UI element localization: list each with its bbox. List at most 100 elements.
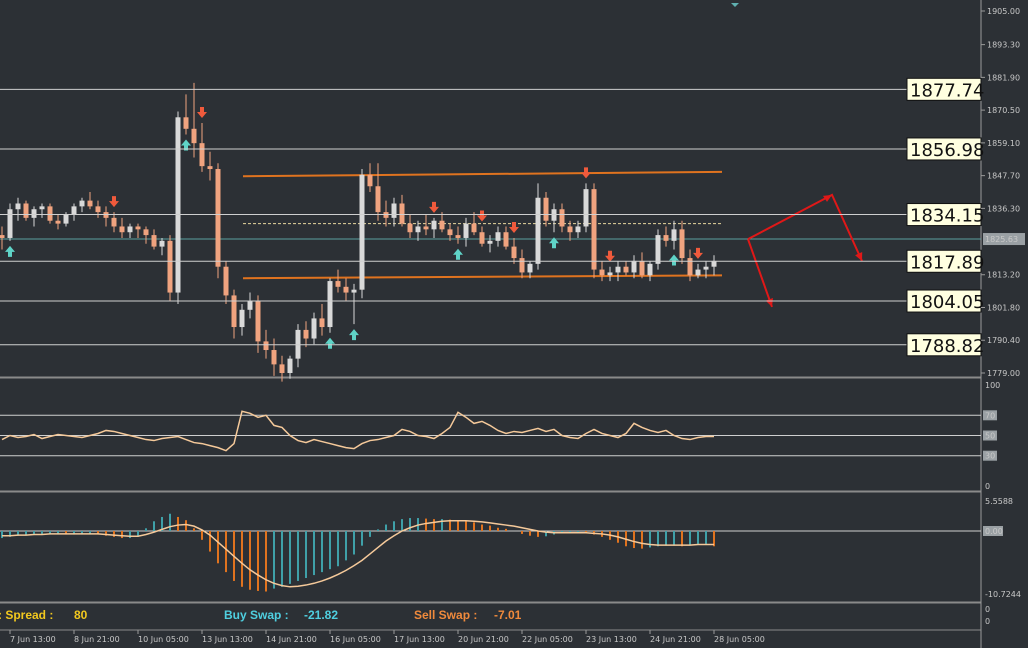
candle-body	[543, 197, 549, 221]
macd-zero-box	[983, 526, 1003, 536]
candle-body	[263, 341, 269, 351]
price-level-box	[906, 289, 982, 313]
price-level-label: 1788.82	[910, 336, 984, 357]
price-level-label: 1834.15	[910, 206, 984, 227]
candle-body	[39, 206, 45, 210]
price-level-box	[906, 77, 982, 101]
macd-signal-line	[2, 519, 714, 588]
rsi-tick-label: 100	[985, 381, 1000, 390]
candle-body	[599, 269, 605, 276]
candles-layer[interactable]	[0, 82, 717, 382]
candle-body	[247, 301, 253, 310]
candle-body	[655, 235, 661, 264]
candle-body	[583, 189, 589, 227]
candle-body	[31, 209, 37, 218]
sell-arrow-icon	[197, 107, 207, 119]
candle-body	[511, 246, 517, 259]
sell-swap-value: -7.01	[494, 608, 522, 622]
candle-body	[527, 263, 533, 273]
candle-body	[23, 203, 29, 218]
candle-body	[295, 329, 301, 359]
candle-body	[639, 260, 645, 276]
time-tick-label: 14 Jun 21:00	[266, 635, 317, 644]
projection-up-path	[747, 193, 863, 262]
candle-body	[63, 214, 69, 224]
time-tick-label: 22 Jun 05:00	[522, 635, 573, 644]
candle-body	[311, 318, 317, 339]
candle-body	[151, 235, 157, 247]
buy-arrow-icon	[5, 245, 15, 257]
rsi-tick-label: 30	[985, 452, 995, 461]
price-tick-label: 1881.90	[987, 73, 1020, 82]
candle-body	[367, 174, 373, 187]
candle-body	[663, 235, 669, 241]
price-levels-layer: 1877.74 1856.98 1834.15 1817.89 1804.05 1788.…	[0, 77, 984, 357]
time-tick-label: 28 Jun 05:00	[714, 635, 765, 644]
arrowhead-icon	[855, 251, 863, 261]
candle-body	[87, 200, 93, 207]
candle-body	[591, 189, 597, 270]
candle-body	[55, 220, 61, 224]
time-tick-label: 16 Jun 05:00	[330, 635, 381, 644]
price-tick-label: 1813.20	[987, 271, 1020, 280]
candle-body	[223, 266, 229, 296]
candle-body	[647, 263, 653, 276]
time-tick-label: 10 Jun 05:00	[138, 635, 189, 644]
arrowhead-icon	[823, 194, 832, 202]
candle-body	[127, 226, 133, 233]
price-tick-label: 1836.30	[987, 204, 1020, 213]
price-level-label: 1804.05	[910, 292, 984, 313]
candle-body	[255, 301, 261, 342]
spread-value: 80	[74, 608, 88, 622]
candle-body	[439, 220, 445, 230]
candle-body	[695, 269, 701, 276]
candle-body	[615, 266, 621, 273]
candle-body	[327, 281, 333, 328]
candle-body	[95, 206, 101, 213]
candle-body	[463, 223, 469, 238]
arrowhead-icon	[765, 297, 773, 307]
price-tick-label: 1905.00	[987, 7, 1020, 16]
buy-arrow-icon	[181, 139, 191, 151]
price-level-label: 1856.98	[910, 140, 984, 161]
rsi-tick-box	[983, 450, 997, 461]
buy-swap-value: -21.82	[304, 608, 338, 622]
price-tick-label: 1801.80	[987, 303, 1020, 312]
price-level-box	[906, 203, 982, 227]
candle-body	[135, 226, 141, 230]
candle-body	[671, 229, 677, 241]
candle-body	[519, 258, 525, 273]
candle-body	[303, 329, 309, 339]
marker-icon	[731, 3, 739, 7]
sell-arrow-icon	[109, 196, 119, 208]
rsi-tick-box	[983, 430, 997, 441]
candle-body	[71, 206, 77, 215]
macd-tick-label: 5.5588	[985, 497, 1013, 506]
price-tick-label: 1790.40	[987, 336, 1020, 345]
sell-arrow-icon	[581, 167, 591, 179]
candle-body	[119, 226, 125, 233]
candle-body	[111, 217, 117, 227]
candle-body	[447, 229, 453, 236]
sell-arrow-icon	[605, 250, 615, 262]
candle-body	[239, 309, 245, 328]
price-level-label: 1877.74	[910, 80, 984, 101]
candle-body	[279, 364, 285, 373]
candle-body	[199, 143, 205, 167]
price-tick-label: 1893.30	[987, 41, 1020, 50]
candle-body	[0, 235, 5, 238]
price-level-box	[906, 249, 982, 273]
candle-body	[399, 203, 405, 224]
channel-upper	[242, 170, 723, 178]
candle-body	[487, 240, 493, 244]
buy-arrow-icon	[325, 337, 335, 349]
candle-body	[143, 229, 149, 236]
rsi-tick-box	[983, 410, 997, 421]
time-tick-label: 17 Jun 13:00	[394, 635, 445, 644]
macd-tick-label: 0.00	[985, 527, 1003, 536]
candle-body	[47, 206, 53, 221]
candle-body	[687, 258, 693, 276]
candle-body	[623, 266, 629, 273]
rsi-line	[1, 410, 714, 452]
candle-body	[167, 240, 173, 293]
